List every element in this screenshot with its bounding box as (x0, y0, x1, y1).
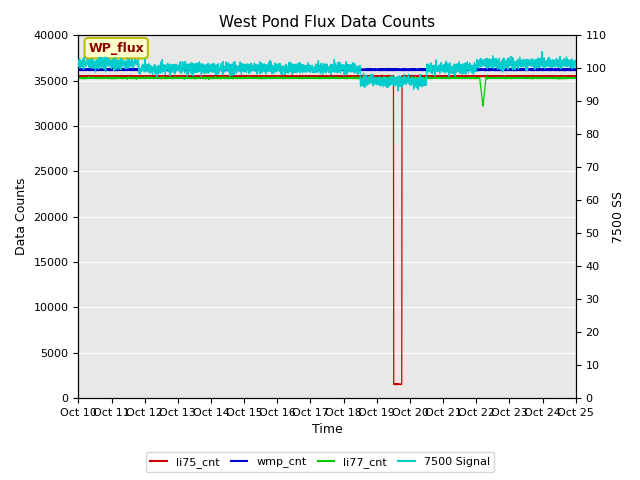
X-axis label: Time: Time (312, 423, 342, 436)
Y-axis label: Data Counts: Data Counts (15, 178, 28, 255)
Title: West Pond Flux Data Counts: West Pond Flux Data Counts (219, 15, 435, 30)
Y-axis label: 7500 SS: 7500 SS (612, 191, 625, 242)
Text: WP_flux: WP_flux (88, 42, 144, 55)
Legend: li75_cnt, wmp_cnt, li77_cnt, 7500 Signal: li75_cnt, wmp_cnt, li77_cnt, 7500 Signal (146, 452, 494, 472)
